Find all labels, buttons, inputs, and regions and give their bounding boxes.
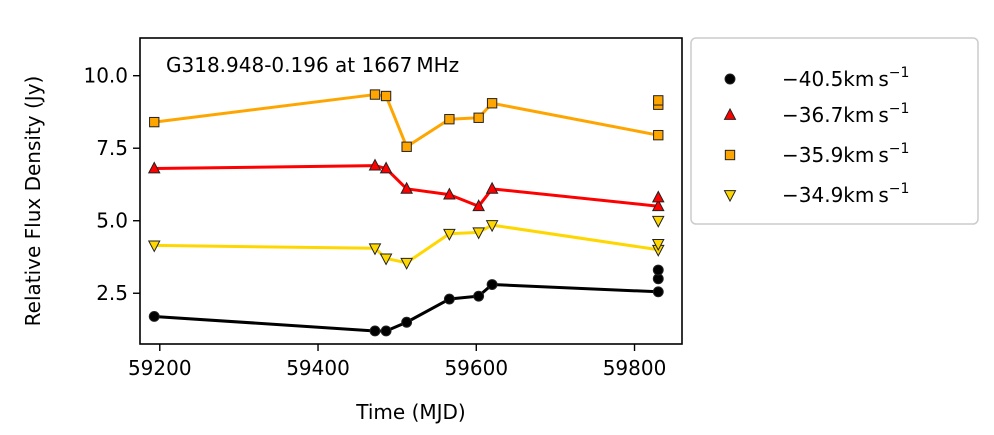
data-point — [651, 215, 665, 228]
data-point — [147, 240, 161, 253]
data-point — [443, 228, 456, 241]
series-markers — [147, 89, 665, 337]
x-tick-label: 59400 — [286, 356, 350, 380]
y-tick-label: 7.5 — [96, 136, 128, 160]
legend-marker — [723, 107, 737, 120]
data-point — [651, 190, 665, 203]
data-point — [369, 325, 381, 337]
data-point — [653, 129, 664, 141]
data-point — [486, 279, 498, 290]
series-lines — [154, 93, 659, 333]
data-point — [368, 243, 382, 256]
data-point — [652, 286, 664, 298]
legend-box — [690, 37, 979, 225]
legend-marker — [724, 73, 736, 85]
data-point — [149, 116, 160, 128]
data-point — [443, 293, 455, 305]
data-point — [444, 114, 455, 125]
x-axis-label: Time (MJD) — [355, 400, 465, 424]
x-tick-label: 59200 — [128, 356, 192, 380]
data-point — [380, 325, 392, 337]
data-point — [485, 220, 499, 233]
legend-label: −35.9km s−1 — [782, 141, 909, 167]
series-line-3 — [154, 223, 659, 265]
data-point — [651, 239, 665, 252]
data-point — [401, 141, 412, 152]
data-point — [652, 264, 664, 276]
data-point — [147, 161, 161, 174]
legend-marker — [724, 149, 736, 161]
data-point — [651, 199, 665, 212]
y-axis-label: Relative Flux Density (Jy) — [21, 76, 45, 327]
data-point — [400, 181, 413, 194]
legend-label: −36.7km s−1 — [782, 101, 909, 127]
data-point — [443, 187, 456, 200]
data-point — [379, 253, 393, 266]
data-point — [369, 89, 381, 100]
chart-annotation: G318.948-0.196 at 1667 MHz — [166, 53, 459, 77]
data-point — [379, 161, 393, 174]
legend-label: −34.9km s−1 — [782, 181, 909, 207]
data-point — [472, 199, 485, 212]
x-tick-label: 59600 — [444, 356, 508, 380]
data-point — [486, 98, 498, 109]
data-point — [400, 257, 413, 270]
data-point — [148, 310, 160, 322]
y-tick-label: 2.5 — [96, 281, 128, 305]
data-point — [401, 316, 413, 328]
plot-frame — [139, 37, 683, 345]
data-point — [473, 290, 485, 302]
legend: −40.5km s−1 −36.7km s−1 −35.9km s−1 −34.9km… — [690, 37, 979, 225]
legend-marker — [723, 190, 737, 203]
legend-label: −40.5km s−1 — [782, 65, 909, 91]
data-point — [653, 95, 664, 106]
y-tick-label: 10.0 — [83, 64, 128, 88]
y-tick-label: 5.0 — [96, 209, 128, 233]
data-point — [368, 158, 382, 171]
axis-ticks: 59200 59400 59600 59800 2.5 5.0 7.5 10.0 — [83, 64, 666, 380]
x-tick-label: 59800 — [603, 356, 667, 380]
data-point — [472, 227, 485, 240]
data-point — [485, 181, 499, 194]
data-point — [473, 112, 484, 123]
series-line-2 — [154, 93, 659, 149]
data-point — [380, 90, 392, 102]
